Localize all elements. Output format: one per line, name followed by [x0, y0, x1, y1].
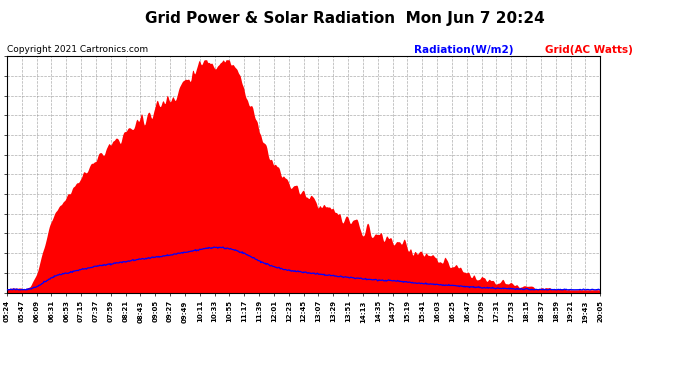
Text: Grid Power & Solar Radiation  Mon Jun 7 20:24: Grid Power & Solar Radiation Mon Jun 7 2… — [145, 11, 545, 26]
Text: Copyright 2021 Cartronics.com: Copyright 2021 Cartronics.com — [7, 45, 148, 54]
Text: Grid(AC Watts): Grid(AC Watts) — [545, 45, 633, 55]
Text: Radiation(W/m2): Radiation(W/m2) — [414, 45, 513, 55]
